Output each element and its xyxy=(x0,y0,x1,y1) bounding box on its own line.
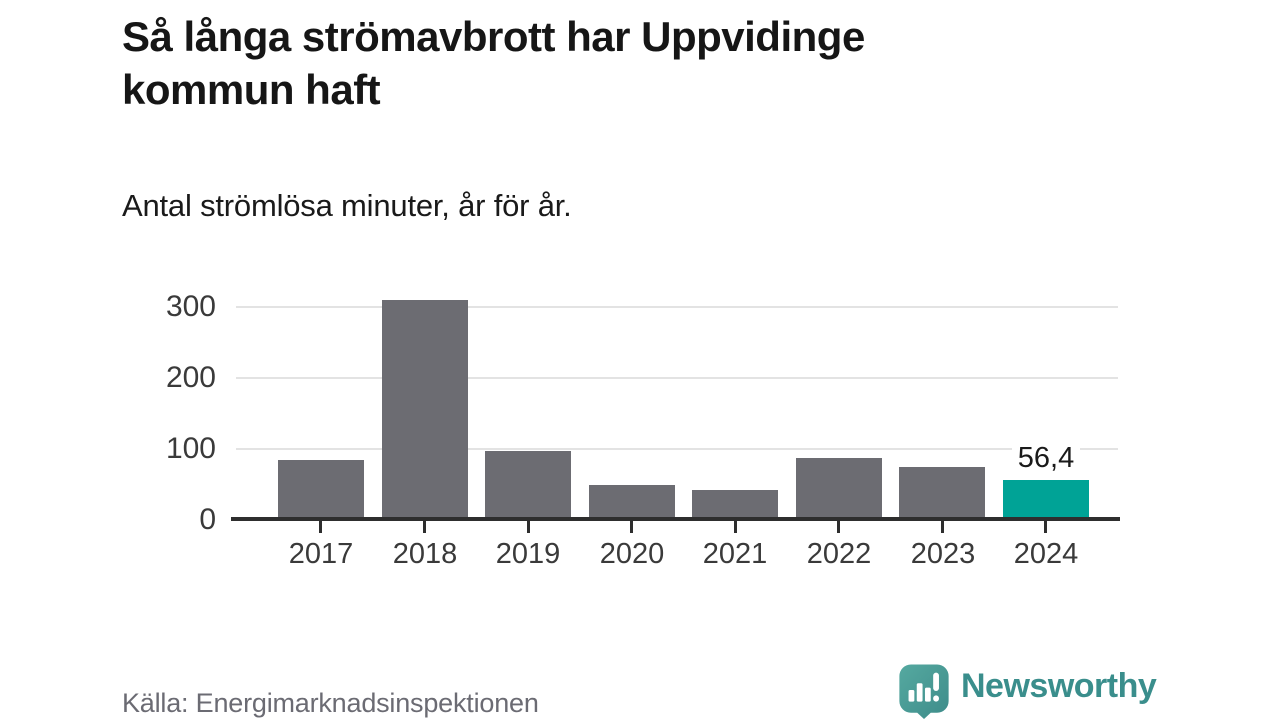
bar-2024 xyxy=(1003,480,1089,520)
bar-2021 xyxy=(692,490,778,520)
x-axis-tick-2017 xyxy=(319,521,322,533)
y-axis-label-0: 0 xyxy=(199,503,216,536)
page-title: Så långa strömavbrott har Uppvidinge kom… xyxy=(122,10,1172,116)
x-axis-label-2024: 2024 xyxy=(1013,538,1079,570)
x-axis-tick-2021 xyxy=(734,521,737,533)
chart-subtitle: Antal strömlösa minuter, år för år. xyxy=(122,188,572,223)
x-axis-label-2017: 2017 xyxy=(288,538,354,570)
newsworthy-logo: Newsworthy xyxy=(897,663,1157,719)
x-axis-tick-2023 xyxy=(941,521,944,533)
gridline-300 xyxy=(236,306,1118,308)
bar-value-label-2024: 56,4 xyxy=(971,443,1121,473)
gridline-200 xyxy=(236,377,1118,379)
gridline-100 xyxy=(236,448,1118,450)
title-line-2: kommun haft xyxy=(122,66,381,113)
x-axis-tick-2020 xyxy=(630,521,633,533)
bar-2019 xyxy=(485,451,571,520)
x-axis-line xyxy=(231,517,1120,521)
bar-2023 xyxy=(899,467,985,520)
y-axis-label-100: 100 xyxy=(165,432,216,465)
newsworthy-bubble-chart-icon xyxy=(899,664,949,719)
bar-2020 xyxy=(589,485,675,520)
x-axis-tick-2024 xyxy=(1044,521,1047,533)
bar-2017 xyxy=(278,460,364,520)
bar-2018 xyxy=(382,300,468,520)
x-axis-label-2023: 2023 xyxy=(910,538,976,570)
x-axis-tick-2022 xyxy=(837,521,840,533)
x-axis-tick-2019 xyxy=(527,521,530,533)
y-axis-label-200: 200 xyxy=(165,361,216,394)
x-axis-label-2021: 2021 xyxy=(702,538,768,570)
x-axis-label-2018: 2018 xyxy=(392,538,458,570)
newsworthy-wordmark: Newsworthy xyxy=(961,667,1157,705)
source-note: Källa: Energimarknadsinspektionen xyxy=(122,688,539,718)
x-axis-label-2020: 2020 xyxy=(599,538,665,570)
y-axis-label-300: 300 xyxy=(165,290,216,323)
bar-2022 xyxy=(796,458,882,520)
x-axis-label-2022: 2022 xyxy=(806,538,872,570)
x-axis-tick-2018 xyxy=(423,521,426,533)
bar-value-text: 56,4 xyxy=(1011,443,1081,473)
title-line-1: Så långa strömavbrott har Uppvidinge xyxy=(122,13,865,60)
x-axis-label-2019: 2019 xyxy=(495,538,561,570)
